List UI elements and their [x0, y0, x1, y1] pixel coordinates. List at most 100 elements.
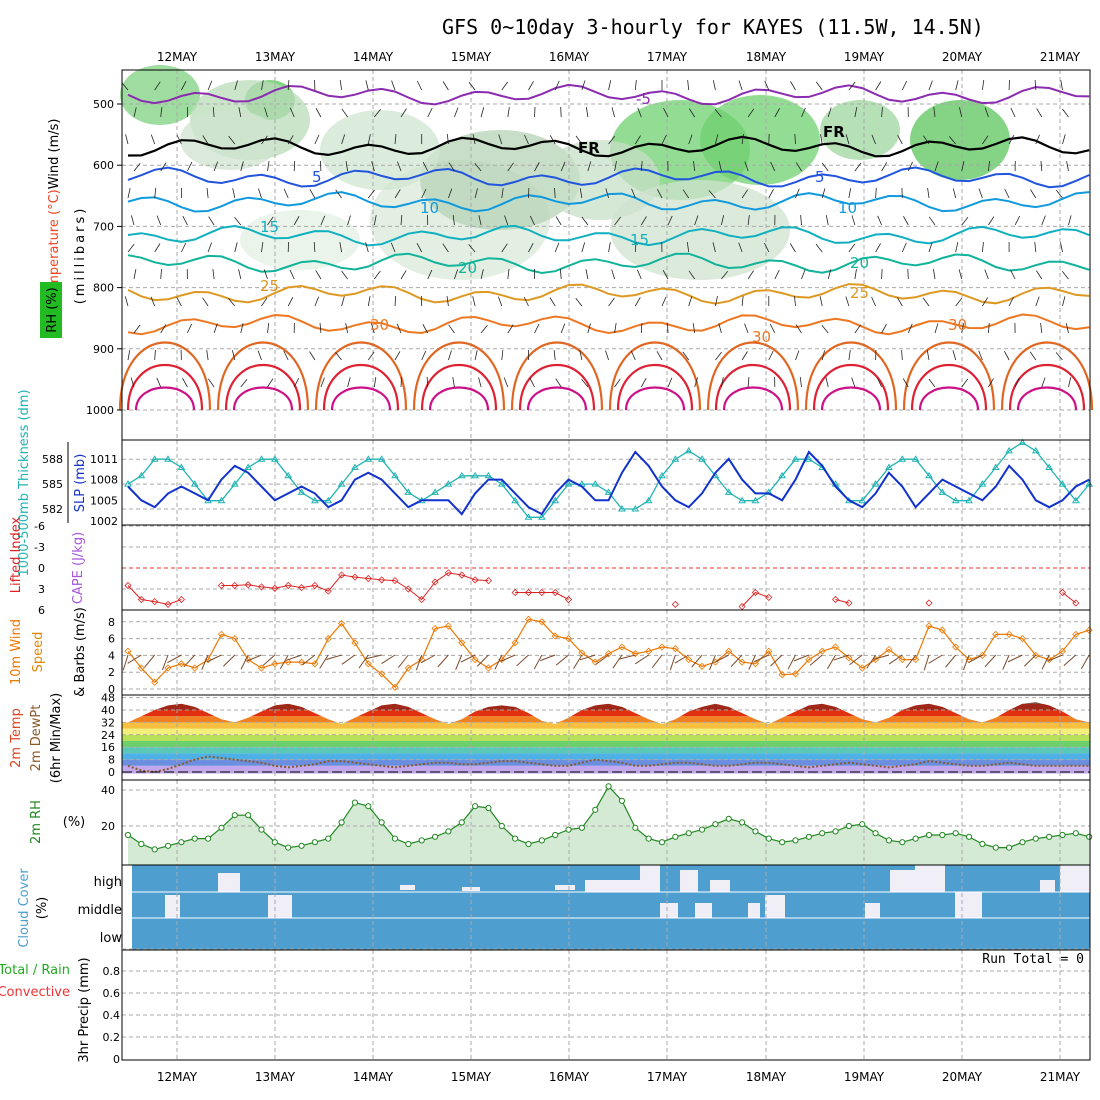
cloud-gap [218, 873, 240, 892]
slp-tick: 1002 [90, 515, 118, 528]
thickness-marker [778, 471, 787, 479]
rh-marker [965, 833, 973, 840]
thickness-marker [671, 455, 680, 462]
rh-shading [240, 210, 360, 270]
wind-barb [176, 296, 182, 307]
wind-barb [747, 377, 750, 388]
wind-barb [448, 188, 453, 199]
chart-title: GFS 0~10day 3-hourly for KAYES (11.5W, 1… [442, 15, 984, 39]
wind-barb [131, 215, 135, 226]
wind-barb [347, 215, 351, 226]
lifted-index-marker [1058, 588, 1067, 597]
wind-barb [579, 188, 583, 199]
wind-barb [907, 323, 913, 334]
wind-barb [1008, 134, 1015, 145]
wind-barb [667, 322, 669, 334]
wind-speed-marker [338, 619, 346, 628]
wind-barb [524, 134, 529, 145]
wind-barb-10m [397, 654, 409, 668]
wind-barb-10m [302, 654, 316, 666]
rh-marker [672, 833, 679, 840]
wind-barb [718, 161, 722, 172]
wind-barb [480, 269, 484, 280]
wind-barb [686, 242, 690, 253]
date-label-top: 21MAY [1040, 50, 1081, 64]
wind-speed-marker [805, 656, 813, 664]
wind-barb-10m [122, 654, 129, 671]
slp-line [127, 450, 1090, 516]
lifted-index-line [1062, 592, 1077, 604]
wind-barb-10m [691, 654, 703, 668]
rh-marker [1006, 844, 1013, 851]
wind-barb [474, 188, 478, 199]
wind-barb [468, 244, 476, 253]
wind-barb [554, 80, 560, 91]
wind-barb-10m [674, 654, 689, 664]
wind-barb [442, 243, 449, 253]
surface-isotherm [322, 363, 400, 411]
surface-isotherm [1000, 341, 1094, 411]
wind-barb-10m [279, 654, 289, 670]
precip-tick: 0.8 [103, 965, 121, 978]
lifted-index-marker [378, 576, 386, 584]
wind-barb [640, 161, 643, 172]
wind-barb [319, 323, 322, 334]
wind-barb [309, 351, 316, 361]
precip-panel: 0 0.2 0.4 0.6 0.8 Run Total = 0 Total / Rain Co… [0, 948, 1091, 1066]
wind-barb-10m [945, 654, 957, 668]
wind-speed-marker [765, 647, 773, 655]
lifted-index-marker [511, 588, 519, 597]
wind-barb [289, 107, 295, 118]
wind-barb-10m [1024, 654, 1037, 667]
wind-barb [127, 350, 131, 361]
wind-barb [397, 161, 402, 172]
wind-barb [549, 135, 556, 145]
wind-barb [507, 107, 510, 118]
wind-barb [341, 296, 345, 307]
cloud-cover-panel: high middle low Cloud Cover (%) [17, 864, 1091, 951]
wind-barb [982, 135, 989, 145]
wind-barb [687, 80, 690, 91]
wind-barb [373, 108, 381, 118]
wind-barb [934, 161, 939, 172]
temp-tick: 40 [101, 704, 115, 717]
wind-barb [795, 188, 800, 199]
thickness-marker [324, 496, 333, 504]
wind-barb [125, 134, 129, 145]
thickness-marker [551, 496, 560, 504]
wind-barb [663, 107, 669, 118]
wind-barb [1029, 351, 1037, 361]
wind-barb [267, 323, 270, 334]
lifted-index-marker [351, 573, 359, 581]
wind-barb-10m [1047, 654, 1063, 662]
thickness-marker [311, 496, 319, 504]
lifted-index-line [515, 592, 569, 600]
wind-speed-marker [631, 650, 639, 658]
wind-barb [768, 350, 774, 361]
rh-marker [565, 826, 572, 833]
wind-barb [474, 350, 478, 361]
wind-barb [293, 216, 300, 226]
wind-barb [608, 242, 611, 253]
rh-marker [245, 812, 252, 819]
temp-tick: 24 [101, 729, 115, 742]
rh-marker [138, 840, 145, 848]
temp-band [122, 759, 1090, 766]
wind-barb [575, 135, 583, 145]
thickness-marker [150, 455, 159, 462]
wind-barb [661, 134, 667, 145]
wind-barb-10m [984, 654, 997, 668]
wind-barb [121, 82, 129, 91]
wind-barb [130, 377, 135, 388]
wind-barb [656, 351, 663, 361]
wind-barb [1040, 323, 1043, 334]
wind-speed-marker [151, 678, 159, 686]
wind-barb [1034, 242, 1037, 253]
date-axis: 12MAY 12MAY 13MAY 13MAY 14MAY 14MAY 15MAY 15MAY… [157, 50, 1081, 1084]
wind-barb [769, 323, 776, 334]
wind-barb [848, 81, 856, 91]
wind-speed-marker [898, 656, 906, 664]
wind-barb [212, 269, 215, 280]
lifted-index-marker [484, 577, 493, 585]
wind-barb-10m [888, 654, 903, 665]
